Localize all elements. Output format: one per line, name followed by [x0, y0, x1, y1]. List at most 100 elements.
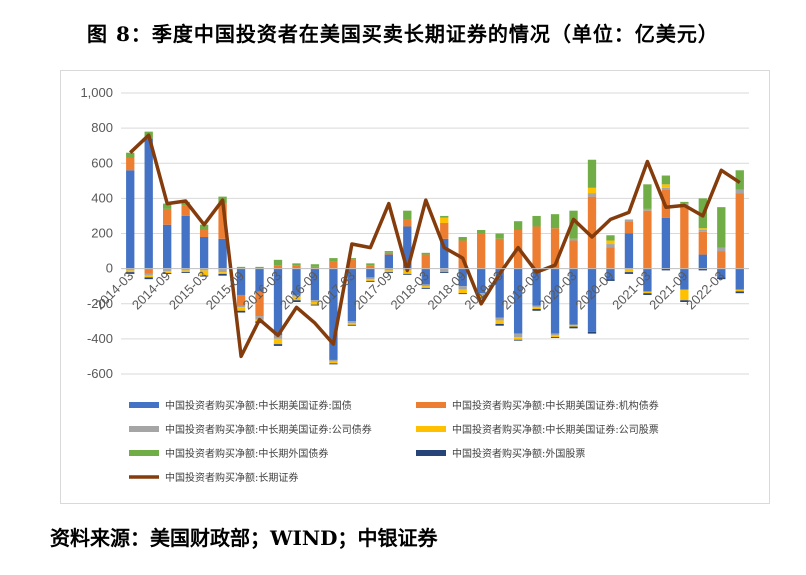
- bar-segment: [310, 300, 320, 302]
- bar-segment: [329, 359, 338, 362]
- bar-segment: [513, 337, 523, 340]
- bar-segment: [421, 284, 430, 287]
- grid-lines: [121, 92, 749, 375]
- bar-segment: [643, 208, 652, 211]
- bar-segment: [421, 286, 430, 288]
- y-tick-label: 400: [91, 190, 113, 205]
- bar-segment: [126, 272, 135, 274]
- bar-segment: [384, 251, 393, 253]
- bar-segment: [458, 293, 467, 295]
- bar-segment: [329, 361, 338, 364]
- bar-segment: [366, 265, 375, 269]
- bar-segment: [126, 157, 135, 171]
- bar-segment: [569, 210, 578, 239]
- source-note: 资料来源：美国财政部；WIND；中银证券: [50, 526, 438, 550]
- bar-segment: [347, 323, 357, 325]
- bar-segment: [384, 254, 393, 269]
- bar-segment: [440, 215, 449, 218]
- bar-segment: [735, 291, 744, 294]
- bar-segment: [717, 207, 726, 248]
- bar-segment: [347, 321, 357, 324]
- bar-segment: [587, 331, 597, 334]
- legend-swatch: [129, 450, 159, 456]
- bar-segment: [292, 294, 301, 297]
- x-tick-label: 2022-03: [683, 268, 727, 312]
- bar-segment: [292, 263, 301, 266]
- bar-segment: [532, 268, 541, 306]
- bar-segment: [163, 203, 172, 209]
- bar-segment: [273, 259, 283, 266]
- bar-segment: [255, 291, 264, 317]
- bar-segment: [661, 268, 671, 271]
- bar-segment: [606, 268, 615, 280]
- line-series-path: [128, 133, 741, 359]
- bar-segment: [310, 304, 320, 306]
- y-tick-label: -600: [87, 366, 113, 381]
- bar-segment: [403, 219, 412, 227]
- bar-segment: [329, 363, 338, 365]
- bar-segment: [329, 261, 338, 269]
- legend-label: 中国投资者购买净额:中长期美国证券:国债: [165, 399, 352, 412]
- bar-segment: [569, 238, 578, 241]
- bar-segment: [477, 295, 486, 298]
- y-tick-label: 800: [91, 120, 113, 135]
- bar-segment: [680, 300, 689, 302]
- y-tick-label: 1,000: [80, 85, 113, 100]
- bar-segment: [698, 228, 707, 230]
- y-tick-label: -200: [87, 296, 113, 311]
- bar-segment: [495, 238, 504, 269]
- bar-segment: [126, 270, 135, 273]
- bar-segment: [163, 268, 172, 272]
- bar-segment: [458, 237, 467, 241]
- bar-segment: [532, 305, 541, 308]
- bar-segment: [292, 268, 301, 295]
- bar-segment: [735, 189, 744, 194]
- line-series: [128, 133, 741, 359]
- bar-segment: [624, 221, 634, 234]
- bar-segment: [587, 193, 597, 197]
- bar-segment: [495, 233, 504, 239]
- x-tick-label: 2018-03: [388, 268, 432, 312]
- bar-segment: [273, 265, 283, 269]
- bar-segment: [163, 224, 172, 269]
- bar-segment: [513, 268, 523, 334]
- bar-segment: [513, 339, 523, 341]
- figure-title: 图 8：季度中国投资者在美国买卖长期证券的情况（单位：亿美元）: [87, 22, 719, 46]
- bar-segment: [144, 275, 153, 278]
- bar-segment: [477, 297, 486, 299]
- bar-segment: [144, 138, 153, 269]
- bar-segment: [643, 268, 652, 292]
- bar-segment: [384, 270, 393, 273]
- legend-swatch: [416, 426, 446, 432]
- bar-segment: [163, 208, 172, 225]
- bar-segment: [236, 294, 246, 306]
- legend-label: 中国投资者购买净额:中长期外国债券: [165, 447, 328, 460]
- bar-segment: [403, 210, 412, 220]
- bar-segment: [218, 268, 227, 273]
- x-tick-label: 2014-03: [92, 268, 136, 312]
- bar-segment: [199, 268, 209, 271]
- bar-segment: [310, 264, 320, 267]
- bar-segment: [273, 338, 283, 345]
- bar-segment: [236, 310, 246, 313]
- bar-segment: [698, 229, 707, 232]
- bar-segment: [458, 289, 467, 294]
- bar-segment: [532, 307, 541, 310]
- legend: 中国投资者购买净额:中长期美国证券:国债 中国投资者购买净额:中长期美国证券:机构…: [129, 399, 659, 484]
- bar-segment: [458, 286, 467, 290]
- bar-segment: [569, 324, 578, 327]
- bar-segment: [181, 268, 190, 271]
- bar-segment: [624, 268, 634, 273]
- bar-segment: [236, 305, 246, 308]
- bar-segment: [163, 273, 172, 274]
- y-tick-label: 200: [91, 226, 113, 241]
- bar-segment: [163, 271, 172, 274]
- bar-segment: [218, 272, 227, 274]
- bar-segment: [126, 170, 135, 269]
- bar-segment: [440, 272, 449, 274]
- bar-segment: [550, 337, 560, 338]
- bar-segment: [717, 277, 726, 280]
- bar-segment: [218, 273, 227, 276]
- bar-segment: [698, 231, 707, 255]
- bar-segment: [255, 268, 264, 292]
